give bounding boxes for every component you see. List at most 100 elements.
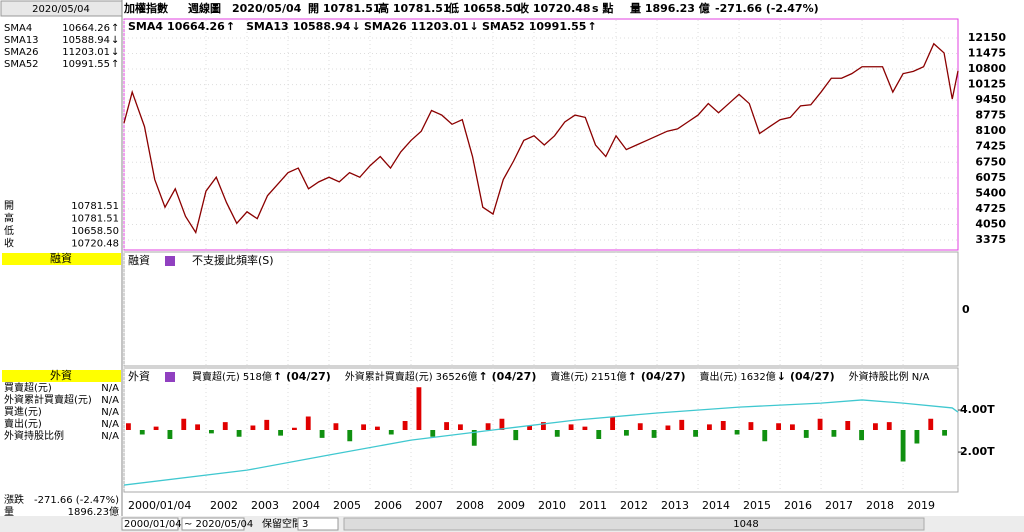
side-foreign-name: 外資持股比例 bbox=[4, 429, 64, 442]
net-buy-bar bbox=[347, 430, 353, 442]
x-tick-label: 2007 bbox=[415, 499, 443, 512]
legend-date: (04/27) bbox=[641, 370, 686, 383]
header-item: 開 10781.51 bbox=[308, 2, 381, 15]
net-buy-bar bbox=[139, 430, 145, 435]
y-tick-label: 6750 bbox=[975, 155, 1006, 168]
legend-arrow: ↑ bbox=[273, 370, 282, 383]
net-buy-bar bbox=[817, 418, 823, 430]
sma-arrow: ↑ bbox=[587, 20, 596, 33]
side-sma-name: SMA13 bbox=[4, 35, 39, 46]
side-sma-arrow: ↑ bbox=[111, 59, 119, 70]
summary-label: 漲跌 bbox=[4, 493, 24, 506]
net-buy-bar bbox=[430, 430, 436, 437]
y2-tick-label: 4.00T bbox=[960, 403, 995, 416]
net-buy-bar bbox=[167, 430, 173, 439]
end-input[interactable] bbox=[181, 517, 245, 531]
net-buy-bar bbox=[444, 422, 450, 430]
header-item: s 點 bbox=[592, 1, 613, 15]
legend-value: 36526億 bbox=[436, 370, 478, 383]
net-buy-bar bbox=[942, 430, 948, 436]
reserve-value: 3 bbox=[302, 519, 308, 530]
side-foreign-name: 買進(元) bbox=[4, 406, 42, 418]
sma-name: SMA4 bbox=[128, 20, 163, 33]
side-foreign-name: 買賣超(元) bbox=[4, 381, 52, 394]
sma-name: SMA13 bbox=[246, 20, 289, 33]
margin-icon[interactable] bbox=[165, 256, 175, 266]
y-tick-label: 10800 bbox=[968, 62, 1007, 75]
net-buy-bar bbox=[264, 419, 270, 430]
net-buy-bar bbox=[859, 430, 865, 441]
legend-name: 賣出(元) bbox=[700, 370, 738, 383]
start-input[interactable] bbox=[121, 517, 179, 531]
end-date: ~ 2020/05/04 bbox=[184, 519, 253, 530]
net-buy-bar bbox=[845, 421, 851, 430]
ohlc-value: 10781.51 bbox=[71, 201, 119, 212]
header-item: 高 10781.51 bbox=[378, 1, 451, 15]
side-sma-arrow: ↑ bbox=[111, 23, 119, 34]
side-sma-arrow: ↓ bbox=[111, 47, 119, 58]
x-tick-label: 2015 bbox=[743, 499, 771, 512]
header-item: 週線圖 bbox=[188, 1, 221, 15]
summary-value: -271.66 (-2.47%) bbox=[34, 495, 119, 506]
net-buy-bar bbox=[153, 426, 159, 430]
sma-value: 10664.26 bbox=[167, 20, 225, 33]
x-tick-label: 2016 bbox=[784, 499, 812, 512]
ohlc-label: 收 bbox=[4, 237, 14, 250]
margin-label: 融資 bbox=[128, 254, 150, 267]
net-buy-bar bbox=[305, 416, 311, 430]
x-tick-label: 2008 bbox=[456, 499, 484, 512]
net-buy-bar bbox=[361, 424, 367, 430]
net-buy-bar bbox=[651, 430, 657, 438]
x-tick-label: 2005 bbox=[333, 499, 361, 512]
legend-name: 外資持股比例 bbox=[849, 370, 909, 383]
margin-note: 不支援此頻率(S) bbox=[192, 253, 274, 267]
y-tick-label: 6075 bbox=[975, 171, 1006, 184]
side-sma-value: 10991.55 bbox=[62, 59, 110, 70]
side-foreign-name: 賣出(元) bbox=[4, 417, 42, 430]
side-foreign-value: N/A bbox=[101, 419, 119, 430]
margin-title: 融資 bbox=[50, 252, 72, 265]
net-buy-bar bbox=[748, 422, 754, 430]
side-sma-value: 10664.26 bbox=[62, 23, 110, 34]
reserve-input[interactable] bbox=[297, 517, 339, 531]
net-buy-bar bbox=[928, 418, 934, 430]
net-buy-bar bbox=[236, 430, 242, 437]
net-buy-bar bbox=[900, 430, 906, 462]
x-tick-label: 2006 bbox=[374, 499, 402, 512]
net-buy-bar bbox=[914, 430, 920, 444]
y-tick-label: 7425 bbox=[975, 140, 1006, 153]
legend-value: 1632億 bbox=[740, 370, 775, 383]
ohlc-value: 10720.48 bbox=[71, 239, 119, 250]
header-item: 加權指數 bbox=[123, 1, 168, 15]
sma-name: SMA26 bbox=[364, 20, 407, 33]
reserve-label: 保留空間 bbox=[262, 517, 302, 530]
y-tick-label: 12150 bbox=[968, 31, 1007, 44]
legend-date: (04/27) bbox=[286, 370, 331, 383]
foreign-header bbox=[2, 370, 121, 382]
side-sma-name: SMA4 bbox=[4, 23, 32, 34]
net-buy-bar bbox=[554, 430, 560, 437]
x-tick-label: 2013 bbox=[661, 499, 689, 512]
legend-name: 賣進(元) bbox=[550, 370, 588, 383]
net-buy-bar bbox=[831, 430, 837, 437]
header-item: 量 1896.23 億 bbox=[630, 1, 710, 15]
net-buy-bar bbox=[568, 424, 574, 430]
net-buy-bar bbox=[679, 419, 685, 430]
y-tick-label: 5400 bbox=[975, 186, 1006, 199]
side-sma-name: SMA26 bbox=[4, 47, 39, 58]
net-buy-bar bbox=[485, 423, 491, 430]
side-sma-value: 11203.01 bbox=[62, 47, 110, 58]
foreign-icon[interactable] bbox=[165, 372, 175, 382]
ohlc-value: 10781.51 bbox=[71, 214, 119, 225]
x-tick-label: 2002 bbox=[210, 499, 238, 512]
side-foreign-name: 外資累計買賣超(元) bbox=[4, 393, 92, 406]
net-buy-bar bbox=[402, 421, 408, 430]
scrollbar[interactable] bbox=[343, 517, 925, 531]
y-tick-label: 3375 bbox=[975, 233, 1006, 246]
bar-count: 1048 bbox=[733, 519, 758, 530]
foreign-label: 外資 bbox=[128, 370, 150, 383]
net-buy-bar bbox=[665, 425, 671, 430]
sma-arrow: ↓ bbox=[351, 20, 360, 33]
net-buy-bar bbox=[707, 424, 712, 430]
